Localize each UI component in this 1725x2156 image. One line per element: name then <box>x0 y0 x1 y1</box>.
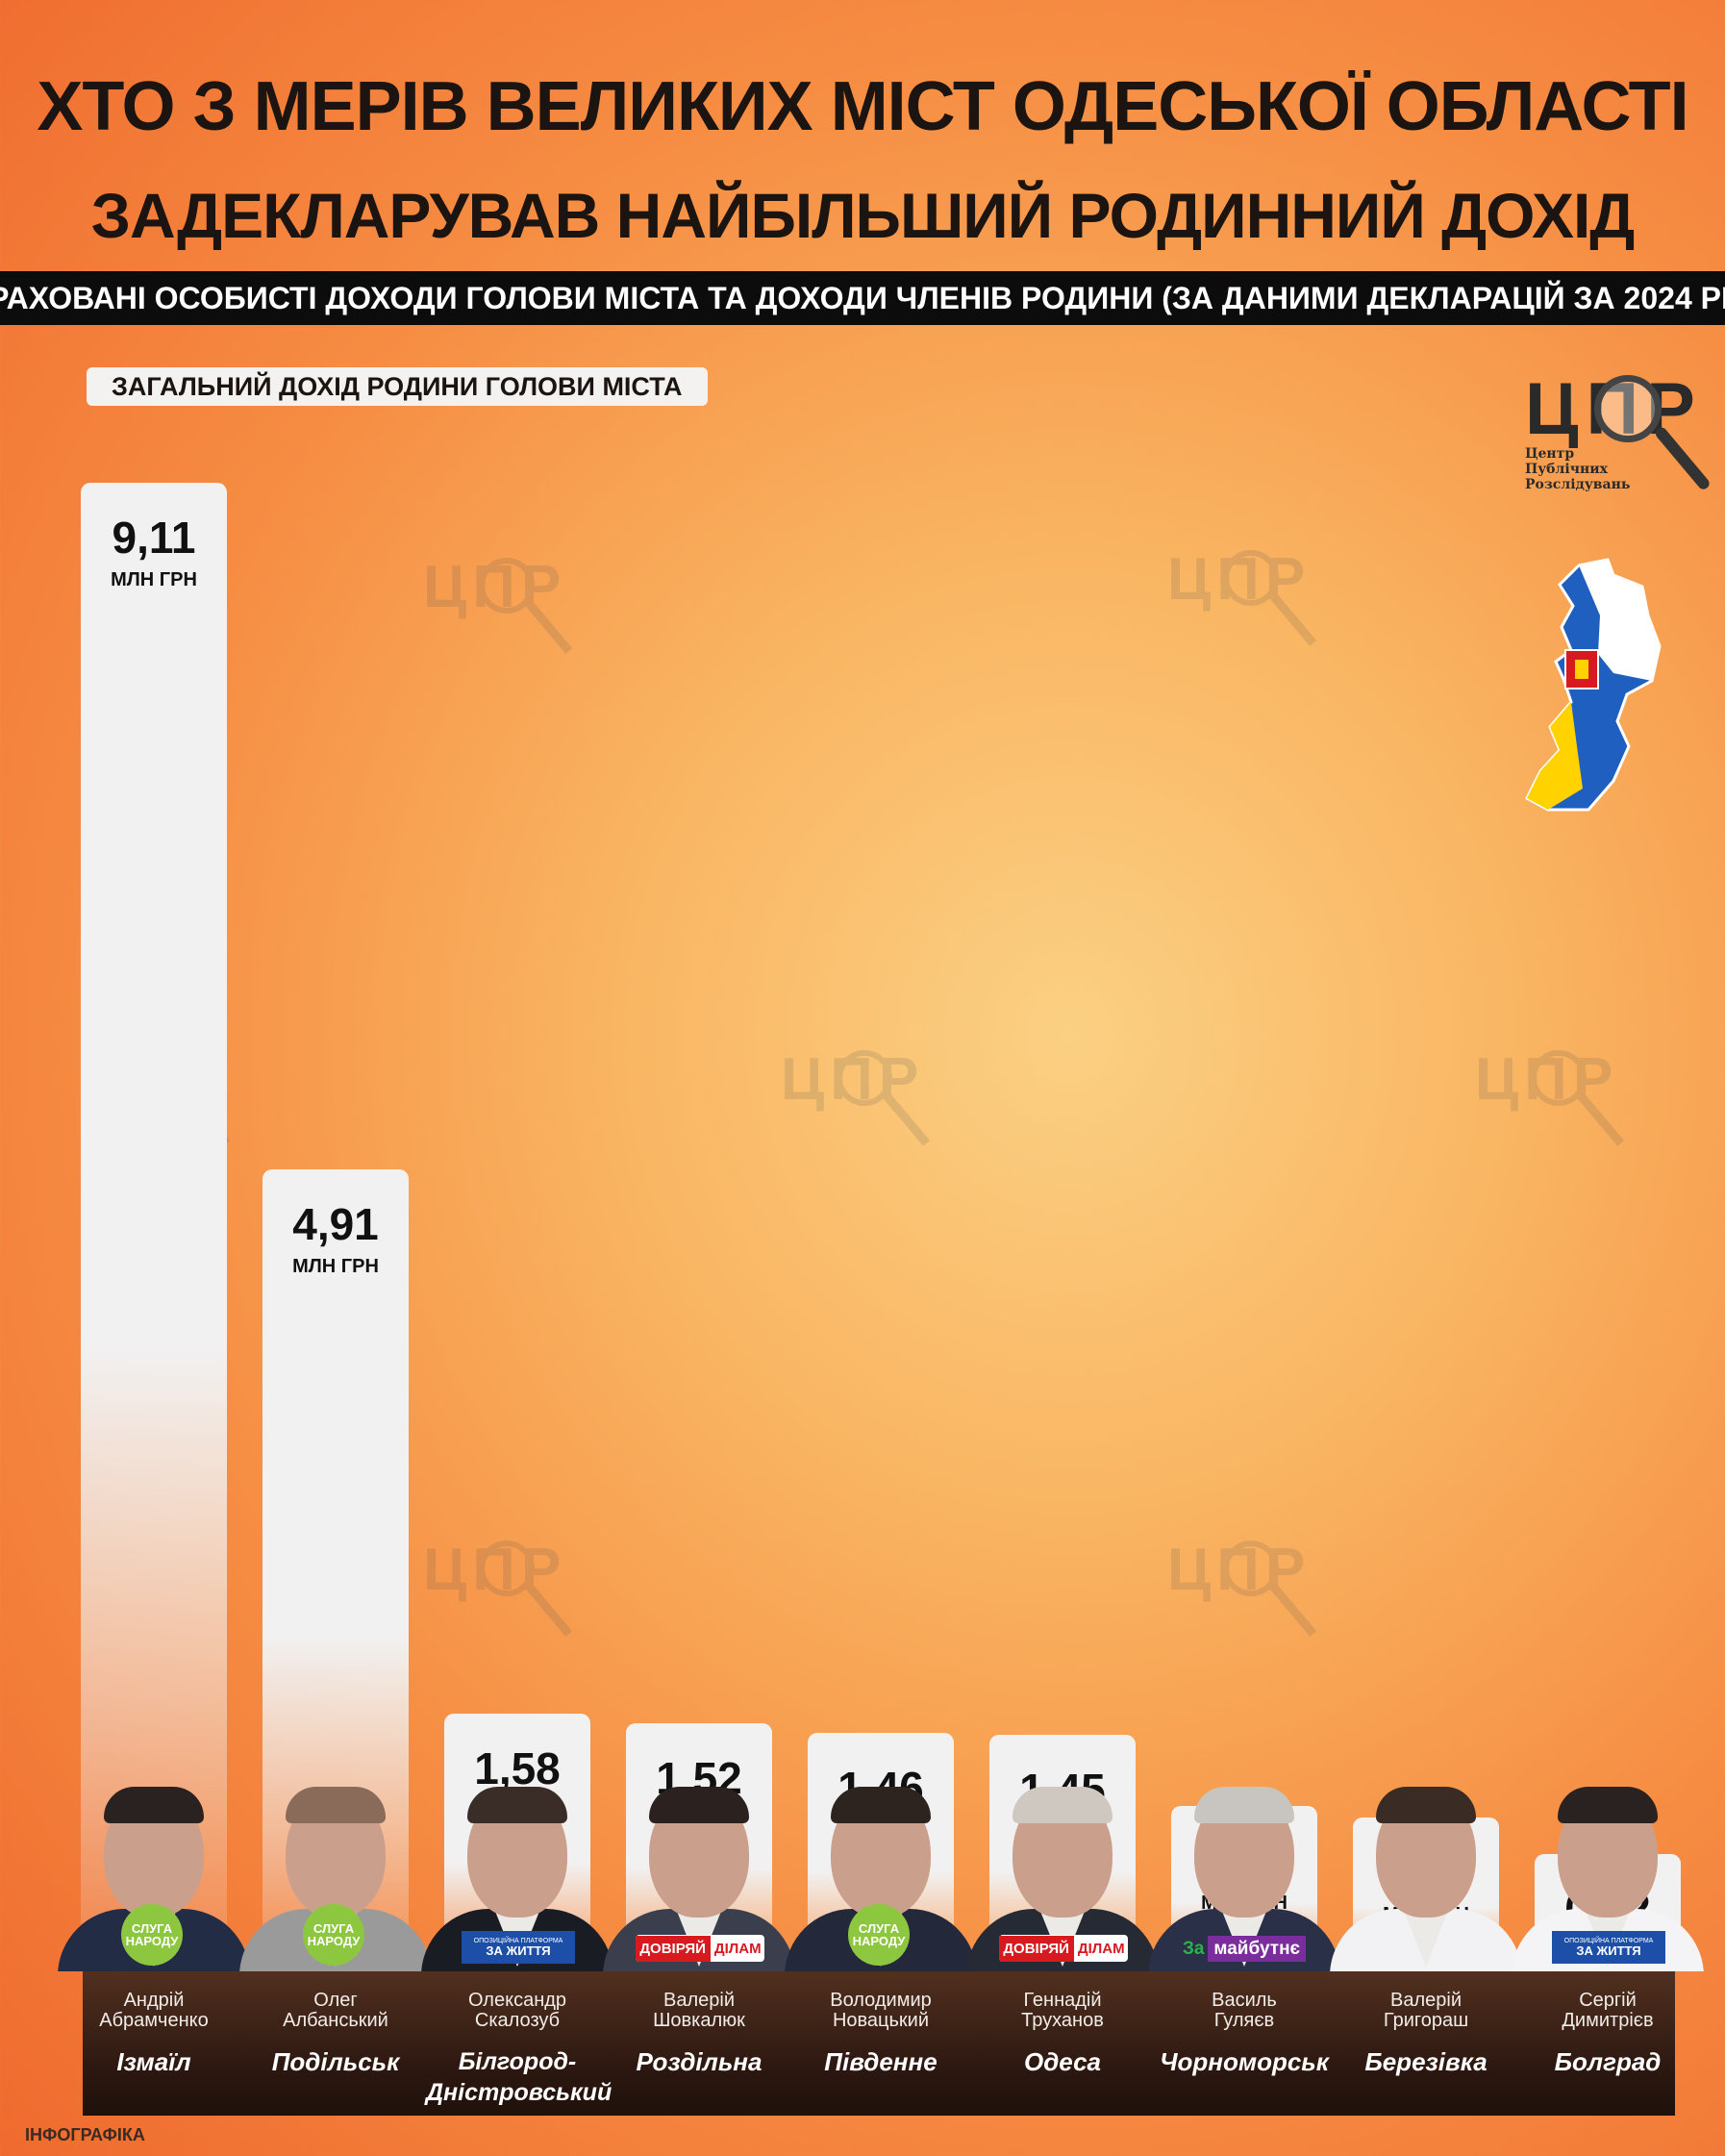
mayor-first-name: Володимир <box>830 1990 932 2011</box>
magnifier-icon <box>1594 375 1662 442</box>
mayor-last-name: Гуляєв <box>1213 2010 1275 2031</box>
subtitle-text: ВРАХОВАНІ ОСОБИСТІ ДОХОДИ ГОЛОВИ МІСТА Т… <box>0 280 1725 315</box>
bar-value-label: 9,11 <box>112 513 196 563</box>
mayor-first-name: Василь <box>1212 1990 1277 2011</box>
y-axis-label-text: ЗАГАЛЬНИЙ ДОХІД РОДИНИ ГОЛОВИ МІСТА <box>112 371 683 401</box>
party-badge-opzzh: ОПОЗИЦІЙНА ПЛАТФОРМА ЗА ЖИТТЯ <box>462 1931 575 1964</box>
party-badge-part1: За <box>1182 1938 1205 1959</box>
party-badge-part2: ДІЛАМ <box>713 1940 762 1957</box>
party-badge-part1: ДОВІРЯЙ <box>636 1935 711 1962</box>
bar-unit-label: МЛН ГРН <box>111 569 197 590</box>
watermark: ЦПР <box>781 1050 954 1166</box>
mayor-first-name: Андрій <box>123 1990 185 2011</box>
watermark-magnifier-icon <box>837 1050 892 1106</box>
city-label: Білгород-Дністровський <box>426 2048 612 2106</box>
page-title-line2: ЗАДЕКЛАРУВАВ НАЙБІЛЬШИЙ РОДИННИЙ ДОХІД <box>90 180 1636 251</box>
city-label: Роздільна <box>636 2047 762 2076</box>
party-badge-line1: ОПОЗИЦІЙНА ПЛАТФОРМА <box>473 1938 563 1944</box>
mayor-last-name: Шовкалюк <box>653 2010 745 2031</box>
mayor-last-name: Новацький <box>832 2010 930 2031</box>
party-badge-doviryay: ДОВІРЯЙ ДІЛАМ <box>636 1935 764 1962</box>
cpr-logo-caption-2: Публічних <box>1525 462 1608 477</box>
city-label: Південне <box>824 2047 938 2076</box>
mayor-photo-hair <box>831 1787 931 1823</box>
party-badge-line2: НАРОДУ <box>852 1934 906 1948</box>
watermark: ЦПР <box>1167 1541 1340 1656</box>
subtitle-bar: ВРАХОВАНІ ОСОБИСТІ ДОХОДИ ГОЛОВИ МІСТА Т… <box>0 271 1725 325</box>
watermark-magnifier-icon <box>479 1541 535 1596</box>
city-label: Чорноморськ <box>1160 2047 1329 2076</box>
city-label: Болград <box>1554 2047 1662 2076</box>
mayor-first-name: Валерій <box>663 1990 735 2011</box>
party-badge-line1: СЛУГА <box>131 1921 173 1936</box>
party-badge-line2: ЗА ЖИТТЯ <box>486 1943 551 1958</box>
mayor-first-name: Геннадій <box>1023 1990 1102 2011</box>
mayor-first-name: Олександр <box>467 1990 567 2011</box>
mayor-last-name: Труханов <box>1021 2010 1104 2031</box>
mayor-photo-hair <box>467 1787 567 1823</box>
watermark: ЦПР <box>1475 1050 1648 1166</box>
party-badge-sluha: СЛУГА НАРОДУ <box>121 1904 183 1966</box>
party-badge-sluha: СЛУГА НАРОДУ <box>303 1904 364 1966</box>
city-label: Березівка <box>1364 2047 1488 2076</box>
names-panel <box>83 1971 1675 2116</box>
party-badge-line2: НАРОДУ <box>125 1934 179 1948</box>
mayor-last-name: Албанський <box>283 2010 388 2031</box>
odesa-oblast-map-icon <box>1525 558 1662 812</box>
bar <box>81 483 227 1971</box>
party-badge-maybutnie: За майбутнє <box>1177 1933 1312 1964</box>
city-label: Одеса <box>1024 2047 1101 2076</box>
mayor-last-name: Димитрієв <box>1562 2010 1654 2031</box>
watermark: ЦПР <box>423 1541 596 1656</box>
mayor-photo-hair <box>286 1787 386 1823</box>
party-badge-sluha: СЛУГА НАРОДУ <box>848 1904 910 1966</box>
mayor-photo-hair <box>104 1787 204 1823</box>
party-badge-part1: ДОВІРЯЙ <box>999 1935 1074 1962</box>
mayor-photo-hair <box>649 1787 749 1823</box>
mayor-last-name: Абрамченко <box>99 2010 209 2031</box>
party-badge-line1: ОПОЗИЦІЙНА ПЛАТФОРМА <box>1563 1938 1654 1944</box>
mayor-first-name: Валерій <box>1390 1990 1462 2011</box>
mayor-photo-hair <box>1558 1787 1658 1823</box>
cpr-logo: ЦПР Центр Публічних Розслідувань <box>1525 373 1717 508</box>
cpr-logo-caption-3: Розслідувань <box>1525 477 1631 492</box>
city-label: Подільськ <box>271 2047 400 2076</box>
city-label: Ізмаїл <box>116 2047 191 2076</box>
party-badge-line2: ЗА ЖИТТЯ <box>1576 1943 1641 1958</box>
watermark-magnifier-icon <box>1531 1050 1587 1106</box>
mayor-photo <box>48 1779 260 1971</box>
party-badge-part2: ДІЛАМ <box>1077 1940 1125 1957</box>
mayor-last-name: Скалозуб <box>474 2010 561 2031</box>
watermark-magnifier-icon <box>1223 1541 1279 1596</box>
mayor-photo-hair <box>1376 1787 1476 1823</box>
mayor-last-name: Григораш <box>1383 2010 1469 2031</box>
bar-unit-label: МЛН ГРН <box>292 1255 379 1277</box>
bar-value-label: 1,58 <box>474 1742 561 1793</box>
bar-value-label: 4,91 <box>292 1198 379 1249</box>
watermark: ЦПР <box>1167 550 1340 665</box>
party-badge-line1: СЛУГА <box>858 1921 900 1936</box>
watermark-magnifier-icon <box>479 558 535 614</box>
watermark-magnifier-icon <box>1223 550 1279 606</box>
party-badge-doviryay: ДОВІРЯЙ ДІЛАМ <box>999 1935 1128 1962</box>
mayor-first-name: Олег <box>313 1990 358 2011</box>
cpr-logo-caption-1: Центр <box>1525 446 1575 462</box>
y-axis-label: ЗАГАЛЬНИЙ ДОХІД РОДИНИ ГОЛОВИ МІСТА <box>87 367 708 406</box>
watermark: ЦПР <box>423 558 596 673</box>
party-badge-line2: НАРОДУ <box>307 1934 361 1948</box>
party-badge-part2: майбутнє <box>1208 1935 1307 1962</box>
page-title-line1: ХТО З МЕРІВ ВЕЛИКИХ МІСТ ОДЕСЬКОЇ ОБЛАСТ… <box>37 68 1688 145</box>
party-badge-line1: СЛУГА <box>312 1921 355 1936</box>
mayor-photo <box>1320 1779 1532 1971</box>
mayor-photo-hair <box>1012 1787 1112 1823</box>
mayor-first-name: Сергій <box>1579 1990 1637 2011</box>
party-badge-opzzh: ОПОЗИЦІЙНА ПЛАТФОРМА ЗА ЖИТТЯ <box>1552 1931 1665 1964</box>
mayor-photo-hair <box>1194 1787 1294 1823</box>
footer-note: ІНФОГРАФІКА <box>25 2125 145 2144</box>
